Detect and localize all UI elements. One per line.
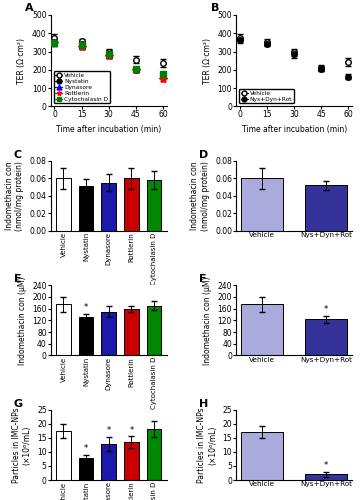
Y-axis label: TER (Ω·cm²): TER (Ω·cm²) [17,38,26,84]
Y-axis label: Indomethacin con (μM): Indomethacin con (μM) [203,276,212,364]
Bar [101,182,116,231]
Bar [147,429,162,480]
Bar [56,431,71,480]
Text: *: * [324,461,328,470]
Bar [241,178,283,231]
Bar [56,178,71,231]
Y-axis label: Particles in IMC-NPs
(×10⁶/mL): Particles in IMC-NPs (×10⁶/mL) [197,407,217,482]
Bar [305,474,347,480]
Y-axis label: Indomethacin con
(nmol/mg protein): Indomethacin con (nmol/mg protein) [190,161,209,230]
Y-axis label: Indomethacin con
(nmol/mg protein): Indomethacin con (nmol/mg protein) [5,161,24,230]
Bar [79,186,93,231]
Y-axis label: Indomethacin con (μM): Indomethacin con (μM) [17,276,26,364]
Text: E: E [14,274,21,284]
Text: C: C [14,150,22,160]
Text: H: H [199,399,208,409]
Bar [124,442,139,480]
Y-axis label: TER (Ω·cm²): TER (Ω·cm²) [203,38,212,84]
Bar [79,458,93,480]
Text: B: B [211,4,219,14]
Bar [241,432,283,480]
Bar [147,306,162,356]
Legend: Vehicle, Nystatin, Dynasore, Rottlerin, Cytochalasin D: Vehicle, Nystatin, Dynasore, Rottlerin, … [54,71,110,104]
Text: *: * [324,305,328,314]
Legend: Vehicle, Nys+Dyn+Rot: Vehicle, Nys+Dyn+Rot [239,89,294,104]
Bar [101,444,116,480]
Bar [147,180,162,231]
Bar [305,320,347,356]
Text: F: F [199,274,207,284]
Bar [79,317,93,356]
Text: *: * [107,426,111,436]
Text: G: G [14,399,23,409]
Y-axis label: Particles in IMC-NPs
(×10⁶/mL): Particles in IMC-NPs (×10⁶/mL) [12,407,32,482]
Bar [305,185,347,231]
Bar [124,309,139,356]
Bar [241,304,283,356]
Text: *: * [129,426,134,434]
X-axis label: Time after incubation (min): Time after incubation (min) [56,125,162,134]
Bar [101,312,116,356]
Text: D: D [199,150,208,160]
Text: *: * [84,444,88,453]
Bar [124,178,139,231]
Bar [56,304,71,356]
Text: *: * [84,303,88,312]
X-axis label: Time after incubation (min): Time after incubation (min) [241,125,347,134]
Text: A: A [25,4,34,14]
